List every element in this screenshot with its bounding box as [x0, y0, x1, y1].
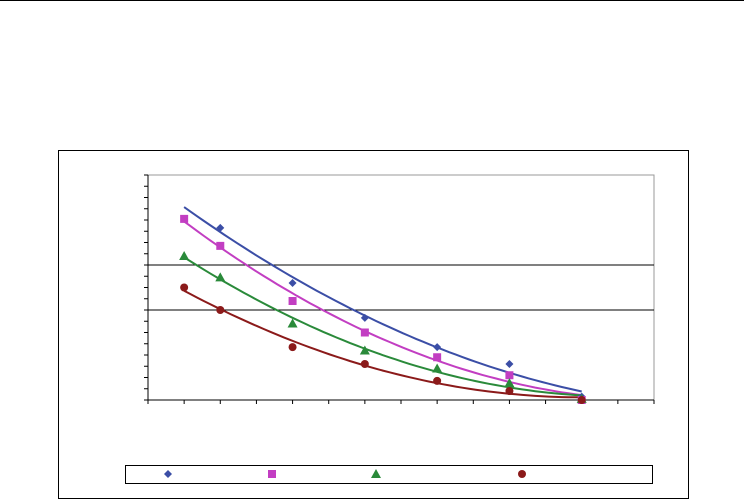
- marker: [518, 470, 526, 478]
- marker: [180, 283, 189, 292]
- marker: [216, 306, 225, 314]
- marker: [433, 343, 442, 352]
- marker: [287, 318, 298, 328]
- marker: [360, 360, 369, 368]
- marker: [215, 272, 226, 282]
- legend: [125, 465, 653, 484]
- marker: [432, 363, 443, 373]
- marker: [371, 469, 381, 478]
- marker: [180, 214, 189, 223]
- marker: [216, 223, 225, 232]
- marker: [433, 353, 442, 362]
- marker: [268, 470, 276, 478]
- marker: [359, 345, 370, 355]
- trendline: [183, 289, 582, 399]
- marker: [577, 396, 586, 404]
- trendline: [183, 256, 582, 397]
- marker: [505, 387, 514, 395]
- marker: [360, 328, 369, 337]
- marker: [504, 378, 515, 388]
- marker: [360, 313, 369, 322]
- marker: [505, 360, 514, 368]
- marker: [505, 371, 514, 380]
- marker: [433, 376, 442, 385]
- marker: [216, 241, 225, 250]
- trendline: [183, 206, 582, 393]
- marker: [288, 279, 297, 287]
- marker: [179, 251, 190, 260]
- plot-area: [147, 174, 655, 401]
- marker: [288, 343, 297, 352]
- marker: [288, 297, 297, 305]
- trendline: [183, 220, 582, 397]
- marker: [164, 470, 172, 478]
